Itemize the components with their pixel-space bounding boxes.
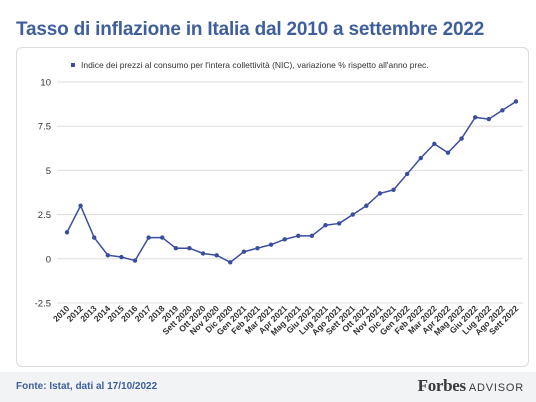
legend-label: Indice dei prezzi al consumo per l'inter…	[81, 60, 429, 70]
data-point	[309, 233, 315, 239]
footer: Fonte: Istat, dati al 17/10/2022 Forbes A…	[0, 372, 536, 402]
y-tick-label: 2.5	[38, 210, 51, 221]
data-point	[336, 221, 342, 226]
data-point	[160, 235, 165, 240]
chart-card	[16, 47, 529, 367]
data-point	[78, 203, 83, 208]
data-point	[500, 108, 505, 113]
data-point	[350, 212, 355, 217]
data-point	[187, 245, 192, 251]
data-point	[200, 251, 206, 256]
series-line	[66, 100, 517, 264]
data-point	[92, 235, 97, 240]
source-note: Fonte: Istat, dati al 17/10/2022	[16, 381, 158, 392]
data-point	[64, 230, 70, 235]
data-point	[391, 187, 396, 193]
data-point	[146, 235, 151, 240]
data-point	[323, 223, 328, 228]
data-point	[513, 99, 519, 104]
gridlines	[57, 81, 523, 304]
data-point	[173, 245, 179, 251]
data-point	[268, 242, 274, 247]
data-point	[255, 245, 260, 251]
data-point	[459, 136, 464, 141]
legend-marker	[71, 63, 75, 67]
data-point	[282, 237, 287, 242]
y-tick-label: 7.5	[38, 122, 51, 133]
data-point	[119, 254, 124, 260]
y-axis-ticks: -2.5 0 2.5 5 7.5 10	[35, 78, 51, 310]
data-point	[445, 150, 451, 155]
data-point	[472, 115, 478, 120]
y-tick-label: 0	[46, 254, 51, 265]
series-nic	[64, 99, 519, 265]
y-tick-label: 10	[40, 78, 51, 89]
y-tick-label: -2.5	[35, 299, 51, 310]
data-point	[377, 191, 383, 196]
data-point	[418, 155, 423, 161]
data-point	[105, 253, 111, 258]
page-title: Tasso di inflazione in Italia dal 2010 a…	[16, 19, 485, 40]
data-point	[364, 203, 369, 208]
data-point	[214, 253, 219, 258]
data-point	[228, 260, 233, 265]
data-point	[132, 258, 138, 263]
legend: Indice dei prezzi al consumo per l'inter…	[71, 60, 429, 70]
data-point	[404, 171, 410, 177]
y-tick-label: 5	[46, 166, 51, 177]
data-point	[432, 141, 437, 147]
brand-sub: ADVISOR	[468, 382, 524, 394]
brand-name: Forbes	[417, 376, 467, 395]
data-point	[296, 233, 301, 239]
data-point	[486, 116, 491, 122]
brand-logo: Forbes ADVISOR	[418, 376, 524, 396]
x-axis-ticks: 201020122013201420152016201720182019Sett…	[51, 303, 521, 337]
data-point	[241, 249, 247, 254]
